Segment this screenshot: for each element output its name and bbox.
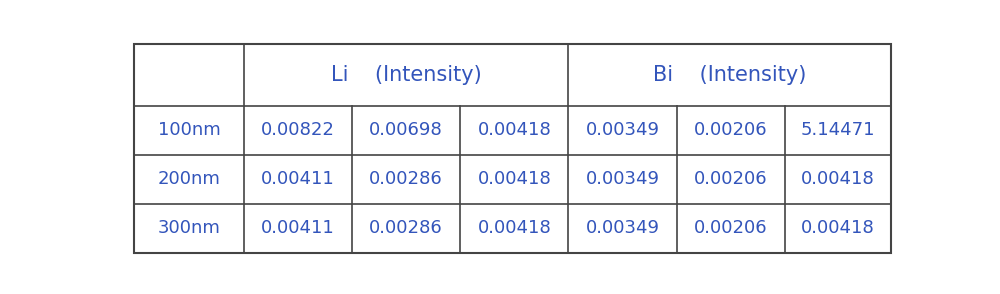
Text: 0.00206: 0.00206	[694, 121, 768, 139]
Text: 0.00349: 0.00349	[586, 121, 660, 139]
Text: 0.00418: 0.00418	[801, 170, 875, 188]
Text: 0.00411: 0.00411	[261, 170, 335, 188]
Text: Li    (Intensity): Li (Intensity)	[331, 65, 482, 85]
Text: 0.00206: 0.00206	[694, 170, 768, 188]
Text: 0.00698: 0.00698	[369, 121, 443, 139]
Text: 0.00349: 0.00349	[586, 219, 660, 237]
Text: 0.00418: 0.00418	[801, 219, 875, 237]
Text: 0.00418: 0.00418	[478, 219, 551, 237]
Text: 0.00822: 0.00822	[261, 121, 335, 139]
Text: 200nm: 200nm	[158, 170, 221, 188]
Text: 100nm: 100nm	[158, 121, 221, 139]
Text: 0.00206: 0.00206	[694, 219, 768, 237]
Text: 300nm: 300nm	[158, 219, 221, 237]
Text: 0.00411: 0.00411	[261, 219, 335, 237]
Text: Bi    (Intensity): Bi (Intensity)	[653, 65, 806, 85]
Text: 0.00349: 0.00349	[586, 170, 660, 188]
Text: 0.00418: 0.00418	[478, 121, 551, 139]
Text: 0.00418: 0.00418	[478, 170, 551, 188]
Text: 5.14471: 5.14471	[801, 121, 875, 139]
Text: 0.00286: 0.00286	[369, 170, 443, 188]
Text: 0.00286: 0.00286	[369, 219, 443, 237]
